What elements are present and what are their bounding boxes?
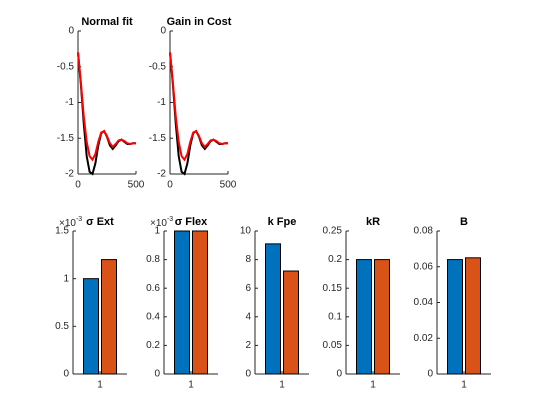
x-tick-label: 0 bbox=[75, 180, 81, 191]
bar bbox=[174, 230, 190, 375]
exponent-power: -3 bbox=[167, 216, 173, 223]
exponent-base: ×10 bbox=[150, 218, 167, 229]
chart-title: kR bbox=[366, 216, 380, 228]
line bbox=[169, 52, 228, 162]
bar bbox=[283, 270, 299, 375]
y-tick-label: 0 bbox=[160, 26, 166, 37]
y-tick-label: -2 bbox=[157, 169, 166, 180]
y-tick-label: 0.6 bbox=[146, 283, 160, 294]
y-tick-label: 0.15 bbox=[323, 283, 343, 294]
y-tick-label: 0.06 bbox=[414, 261, 434, 272]
line bbox=[77, 52, 136, 162]
y-tick-label: 0 bbox=[336, 369, 342, 380]
bar bbox=[447, 259, 463, 375]
y-tick-label: 0 bbox=[427, 369, 433, 380]
bar bbox=[265, 243, 281, 375]
exponent-power: -3 bbox=[76, 216, 82, 223]
y-tick-label: 0 bbox=[154, 369, 160, 380]
x-tick-label: 1 bbox=[461, 380, 467, 391]
y-tick-label: -1 bbox=[157, 97, 166, 108]
chart-title: σ Ext bbox=[86, 216, 114, 228]
y-tick-label: 1 bbox=[63, 273, 69, 284]
y-tick-label: -0.5 bbox=[149, 61, 167, 72]
x-tick-label: 500 bbox=[220, 180, 237, 191]
chart-title: σ Flex bbox=[175, 216, 208, 228]
y-tick-label: 0.4 bbox=[146, 311, 160, 322]
y-tick-label: 0 bbox=[68, 26, 74, 37]
y-tick-label: 0.2 bbox=[146, 340, 160, 351]
y-exponent: ×10-3 bbox=[59, 216, 82, 229]
y-tick-label: 0.25 bbox=[323, 226, 343, 237]
chart-title: B bbox=[460, 216, 468, 228]
x-tick-label: 1 bbox=[188, 380, 194, 391]
chart-title: k Fpe bbox=[268, 216, 297, 228]
y-tick-label: 8 bbox=[245, 254, 251, 265]
x-tick-label: 1 bbox=[370, 380, 376, 391]
x-tick-label: 1 bbox=[97, 380, 103, 391]
y-tick-label: 1 bbox=[154, 226, 160, 237]
y-exponent: ×10-3 bbox=[150, 216, 173, 229]
chart-title: Normal fit bbox=[81, 16, 133, 28]
exponent-base: ×10 bbox=[59, 218, 76, 229]
y-tick-label: -1.5 bbox=[57, 133, 75, 144]
x-tick-label: 1 bbox=[279, 380, 285, 391]
y-tick-label: 1.5 bbox=[55, 226, 69, 237]
x-tick-label: 0 bbox=[167, 180, 173, 191]
bar bbox=[101, 259, 117, 375]
bar bbox=[374, 259, 390, 375]
line bbox=[77, 52, 136, 176]
y-tick-label: 0.2 bbox=[328, 254, 342, 265]
bar bbox=[83, 278, 99, 375]
y-tick-label: -1 bbox=[65, 97, 74, 108]
y-tick-label: 0.04 bbox=[414, 297, 434, 308]
y-tick-label: -1.5 bbox=[149, 133, 167, 144]
line bbox=[169, 52, 228, 176]
y-tick-label: 0.1 bbox=[328, 311, 342, 322]
y-tick-label: 0.02 bbox=[414, 333, 434, 344]
bar bbox=[465, 257, 481, 375]
y-tick-label: 0.5 bbox=[55, 321, 69, 332]
y-tick-label: -2 bbox=[65, 169, 74, 180]
x-tick-label: 500 bbox=[128, 180, 145, 191]
y-tick-label: 4 bbox=[245, 311, 251, 322]
y-tick-label: -0.5 bbox=[57, 61, 75, 72]
y-tick-label: 6 bbox=[245, 283, 251, 294]
y-tick-label: 0.08 bbox=[414, 226, 434, 237]
y-tick-label: 0 bbox=[63, 369, 69, 380]
bar bbox=[356, 259, 372, 375]
y-tick-label: 2 bbox=[245, 340, 251, 351]
bar bbox=[192, 230, 208, 375]
y-tick-label: 10 bbox=[240, 226, 252, 237]
y-tick-label: 0 bbox=[245, 369, 251, 380]
y-tick-label: 0.8 bbox=[146, 254, 160, 265]
y-tick-label: 0.05 bbox=[323, 340, 343, 351]
chart-title: Gain in Cost bbox=[167, 16, 232, 28]
